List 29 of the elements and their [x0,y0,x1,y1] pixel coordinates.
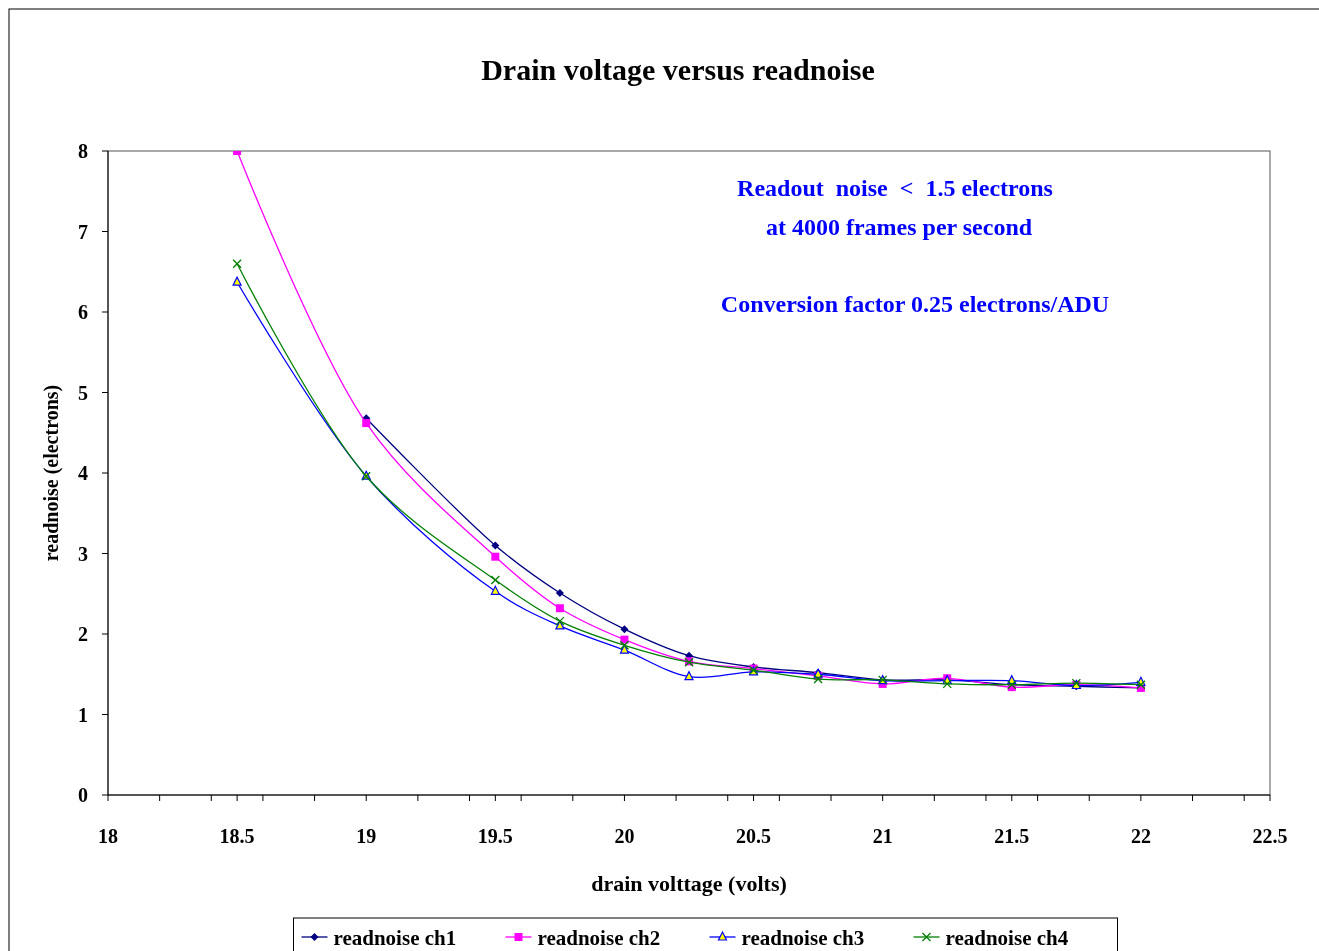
y-tick-label: 0 [78,784,88,806]
x-tick-label: 22.5 [1252,825,1288,847]
x-tick-label: 20.5 [736,825,772,847]
x-axis-title: drain volttage (volts) [591,871,787,896]
y-tick-label: 7 [78,220,88,243]
annotation: Readout noise < 1.5 electrons [737,175,1053,201]
y-tick-label: 8 [78,140,88,162]
y-tick-label: 6 [78,301,88,323]
x-tick-label: 19.5 [477,825,513,847]
y-tick-label: 3 [78,542,88,565]
legend-label: readnoise ch2 [537,926,661,950]
legend-label: readnoise ch3 [741,926,865,950]
x-tick-label: 18 [98,825,118,847]
y-tick-label: 1 [78,703,88,726]
annotation: Conversion factor 0.25 electrons/ADU [720,291,1110,317]
y-axis-title: readnoise (electrons) [40,384,63,562]
x-tick-label: 22 [1130,825,1151,847]
chart-title: Drain voltage versus readnoise [481,53,875,86]
x-tick-label: 21 [872,825,893,847]
x-tick-label: 19 [356,825,377,847]
x-tick-label: 21.5 [994,825,1030,847]
x-tick-label: 18.5 [219,825,255,847]
y-tick-label: 4 [78,462,88,484]
annotation: at 4000 frames per second [765,214,1033,240]
y-tick-label: 2 [78,623,88,645]
legend-label: readnoise ch4 [945,926,1069,950]
legend-label: readnoise ch1 [333,926,457,950]
x-tick-label: 20 [614,825,635,847]
y-tick-label: 5 [78,381,88,404]
